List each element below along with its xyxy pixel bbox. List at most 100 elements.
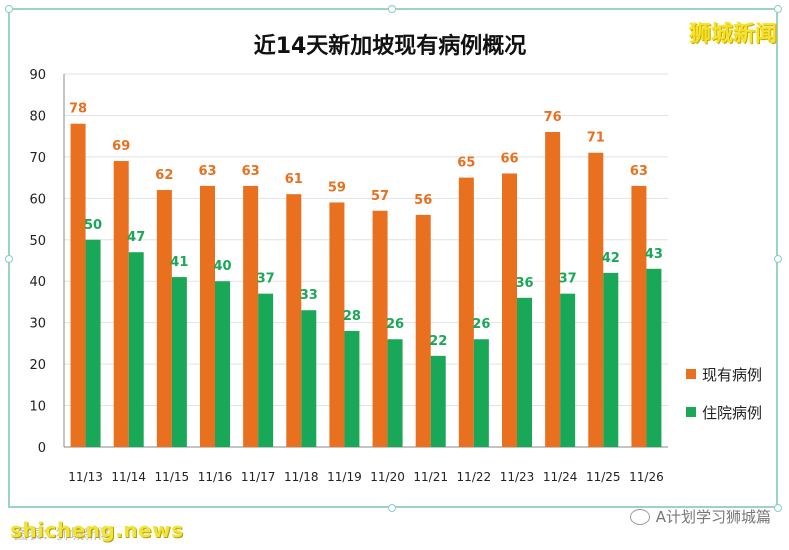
tick-labels: 0 10 20 30 40 50 60 70 80 90 11/13 11/14 11/15 11/16 1…	[29, 68, 663, 484]
data-label-hospital-11/23: 36	[515, 276, 533, 291]
resize-handle-top-left[interactable]	[5, 5, 13, 13]
bar-current-11/16	[200, 185, 215, 447]
y-tick-label: 0	[38, 441, 46, 456]
legend-item-current: 现有病例	[686, 364, 762, 384]
bar-hospital-11/20	[387, 339, 403, 447]
account-attribution: A计划学习狮城篇	[629, 506, 771, 527]
bar-current-11/19	[329, 202, 345, 447]
legend-item-hospital: 住院病例	[686, 402, 762, 422]
data-label-current-11/21: 56	[414, 193, 432, 208]
bar-current-11/22	[458, 177, 474, 447]
resize-handle-top[interactable]	[388, 5, 396, 13]
bar-hospital-11/26	[646, 268, 662, 447]
resize-handle-top-right[interactable]	[774, 5, 782, 13]
bar-current-11/26	[631, 185, 647, 447]
legend: 现有病例 住院病例	[686, 364, 762, 440]
bar-current-11/24	[545, 132, 561, 447]
account-name: A计划学习狮城篇	[655, 508, 771, 526]
data-label-hospital-11/18: 33	[300, 288, 318, 303]
data-label-current-11/22: 65	[457, 156, 475, 171]
bar-hospital-11/19	[344, 330, 360, 447]
data-label-current-11/14: 69	[112, 139, 130, 154]
y-tick-label: 90	[29, 68, 46, 83]
y-tick-label: 30	[29, 317, 46, 332]
x-tick-label: 11/16	[198, 470, 233, 484]
bar-current-11/14	[113, 161, 129, 448]
y-tick-label: 10	[29, 400, 46, 415]
x-tick-label: 11/13	[68, 470, 103, 484]
data-label-hospital-11/26: 43	[645, 247, 663, 262]
bar-current-11/18	[286, 194, 302, 447]
data-label-current-11/16: 63	[198, 164, 216, 179]
data-label-current-11/23: 66	[500, 151, 518, 166]
bar-hospital-11/18	[301, 310, 317, 447]
bar-hospital-11/13	[85, 239, 101, 447]
data-label-hospital-11/25: 42	[602, 251, 620, 266]
data-label-current-11/20: 57	[371, 189, 389, 204]
data-label-current-11/15: 62	[155, 168, 173, 183]
x-tick-label: 11/26	[629, 470, 664, 484]
bar-current-11/21	[415, 214, 431, 447]
x-tick-label: 11/17	[241, 470, 276, 484]
source-caption: 图表：狮城新闻	[14, 527, 112, 543]
chart-title: 近14天新加坡现有病例概况	[253, 34, 527, 59]
y-tick-label: 40	[29, 275, 46, 290]
bar-current-11/13	[70, 123, 86, 447]
bar-hospital-11/23	[517, 297, 532, 447]
bar-hospital-11/16	[215, 281, 230, 447]
x-tick-label: 11/21	[413, 470, 448, 484]
data-label-hospital-11/15: 41	[170, 255, 188, 270]
data-labels: 78 50 69 47 62 41 63 40 63 37 61 33 59 28 57 26 56 22 65 26…	[69, 102, 663, 349]
bar-hospital-11/24	[560, 293, 576, 447]
brand-logo-text: 狮城新闻	[688, 22, 777, 47]
x-tick-label: 11/24	[543, 470, 578, 484]
resize-handle-bottom[interactable]	[388, 504, 396, 512]
x-tick-label: 11/20	[370, 470, 405, 484]
bar-current-11/15	[156, 190, 172, 448]
data-label-current-11/19: 59	[328, 180, 346, 195]
y-tick-label: 70	[29, 151, 46, 166]
x-tick-label: 11/15	[155, 470, 190, 484]
resize-handle-bottom-right[interactable]	[774, 504, 782, 512]
x-tick-label: 11/19	[327, 470, 362, 484]
x-tick-label: 11/18	[284, 470, 319, 484]
bar-hospital-11/22	[473, 339, 489, 447]
data-label-hospital-11/17: 37	[257, 272, 275, 287]
legend-swatch-current	[686, 369, 696, 379]
bar-current-11/17	[243, 185, 259, 447]
bar-current-11/23	[502, 173, 517, 447]
bar-hospital-11/25	[603, 272, 619, 447]
x-tick-label: 11/23	[500, 470, 535, 484]
x-tick-label: 11/25	[586, 470, 621, 484]
data-label-hospital-11/14: 47	[127, 230, 145, 245]
legend-label-current: 现有病例	[702, 365, 763, 384]
y-tick-label: 60	[29, 192, 46, 207]
legend-swatch-hospital	[686, 407, 696, 417]
resize-handle-left[interactable]	[5, 255, 13, 263]
bar-hospital-11/14	[128, 252, 144, 447]
source-watermark: shicheng.news	[10, 518, 184, 542]
wechat-icon	[629, 508, 650, 525]
data-label-hospital-11/20: 26	[386, 317, 404, 332]
legend-label-hospital: 住院病例	[702, 403, 763, 422]
bar-current-11/25	[588, 152, 604, 447]
y-tick-label: 20	[29, 358, 46, 373]
bar-hospital-11/21	[430, 355, 446, 447]
y-tick-label: 80	[29, 109, 46, 124]
bar-hospital-11/15	[171, 277, 187, 447]
grid-lines	[64, 73, 668, 448]
resize-handle-right[interactable]	[774, 255, 782, 263]
data-label-hospital-11/16: 40	[213, 259, 231, 274]
data-label-hospital-11/24: 37	[559, 272, 577, 287]
data-label-current-11/18: 61	[285, 172, 303, 187]
data-label-hospital-11/13: 50	[84, 218, 102, 233]
bar-current-11/20	[372, 210, 388, 447]
data-label-current-11/13: 78	[69, 102, 87, 117]
x-tick-label: 11/14	[111, 470, 146, 484]
data-label-hospital-11/19: 28	[343, 309, 361, 324]
bar-hospital-11/17	[258, 293, 274, 447]
bars	[70, 123, 662, 448]
data-label-current-11/25: 71	[587, 131, 605, 146]
